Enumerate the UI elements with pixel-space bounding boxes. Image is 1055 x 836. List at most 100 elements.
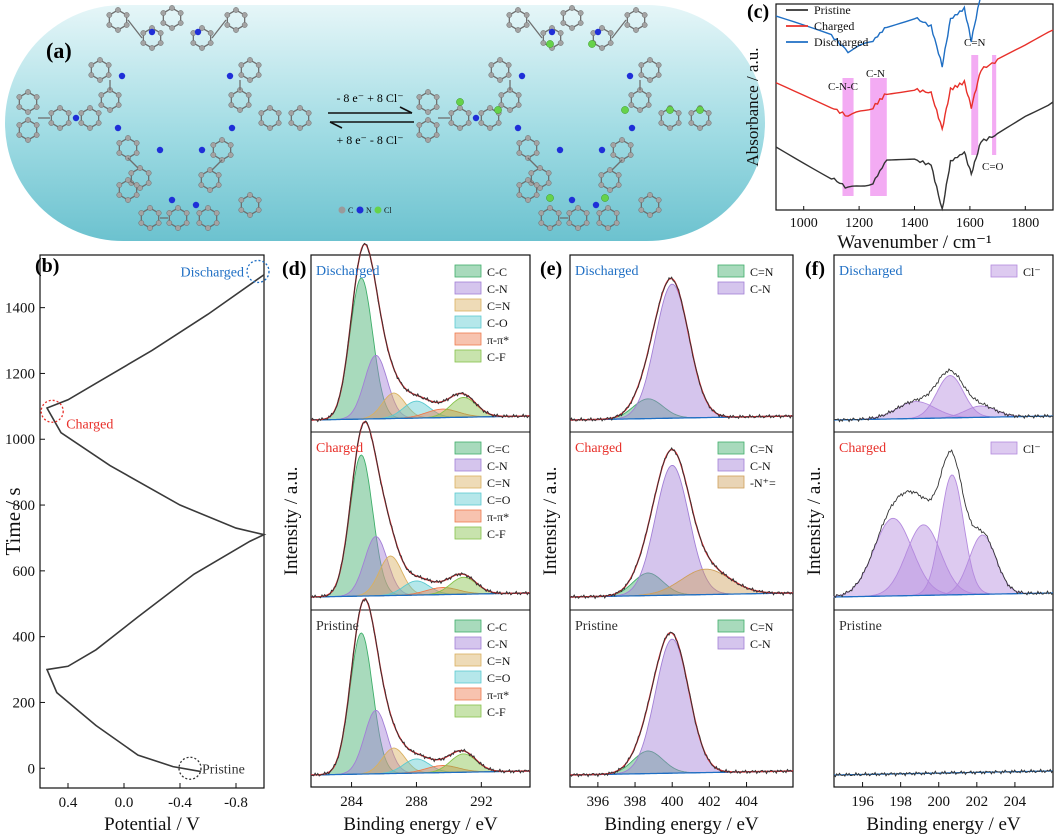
ring-4-carbon-3 [560,10,567,16]
ring-10-carbon-0 [433,132,440,138]
legend-swatch [454,670,482,684]
ring-1-carbon-3 [140,30,147,36]
ring-2-carbon-4 [599,25,605,31]
ring-4-carbon-3 [160,10,167,16]
y-tick-label: 1200 [5,366,35,382]
legend-swatch [990,264,1018,278]
legend-label: π-π* [487,688,509,702]
ring-0-carbon-1 [515,27,521,33]
ring-18-carbon-3 [566,210,573,216]
ring-7-carbon-5 [255,62,262,68]
x-tick-label: 288 [405,794,428,810]
raw-spectrum [833,768,1054,778]
subpanel-label-pristine: Pristine [316,619,359,634]
nitrogen-atom-9 [556,146,564,154]
nitrogen-atom-5 [168,196,176,204]
legend-label: C-N [750,637,771,651]
x-tick-label: 396 [587,794,610,810]
ring-17-carbon-3 [116,182,123,188]
ring-2-carbon-1 [199,45,205,51]
ring-9-carbon-0 [433,104,440,110]
pristine-marker [178,756,202,780]
x-tick-label: 1000 [790,216,818,231]
ring-13-carbon-2 [516,150,523,156]
legend-swatch [454,281,482,295]
nitrogen-atom-10 [198,146,206,154]
legend-label: C-O [487,316,508,330]
ring-15-carbon-4 [619,137,625,143]
ring-16-carbon-2 [598,182,605,188]
panel-e-plot-frame [569,254,794,788]
ring-3-carbon-5 [241,12,248,18]
ring-18-carbon-2 [566,220,573,226]
x-tick-label: 0.0 [115,795,134,811]
legend-label-pristine: Pristine [814,3,851,17]
legend-label: C-C [487,265,507,279]
legend-swatch [454,492,482,506]
ring-16-carbon-1 [207,187,213,193]
legend-label: C-C [487,620,507,634]
x-tick-label: 204 [1004,794,1027,810]
ring-23-carbon-2 [638,207,645,213]
ring-2-carbon-0 [607,40,614,46]
discharged-marker [246,259,270,284]
ring-2-carbon-5 [607,30,614,36]
ring-0-carbon-5 [523,12,530,18]
ring-0-carbon-5 [123,12,130,18]
bond-1 [611,19,627,39]
ring-20-carbon-2 [538,220,545,226]
ring-15-carbon-4 [219,137,225,143]
ring-20-carbon-0 [155,220,162,226]
legend-swatch [454,332,482,346]
nitrogen-atom-0 [548,28,556,36]
gcd-curve [45,274,267,773]
ring-5-carbon-2 [88,72,95,78]
ring-23-carbon-0 [255,207,262,213]
ring-3-carbon-4 [233,7,239,13]
legend-swatch [454,315,482,329]
bond-0 [127,19,143,39]
ring-12-carbon-2 [478,120,485,126]
ring-3-carbon-0 [641,22,648,28]
legend-label: Cl⁻ [1023,265,1041,279]
ring-14-carbon-4 [137,165,143,171]
ring-19-carbon-4 [605,205,611,211]
ring-11-carbon-5 [465,110,472,116]
ring-1-carbon-0 [157,40,164,46]
ring-23-carbon-5 [255,197,262,203]
ring-5-carbon-5 [505,62,512,68]
legend-swatch [454,509,482,523]
ring-10-carbon-2 [16,132,23,138]
ring-11-carbon-2 [448,120,455,126]
ring-11-carbon-0 [65,120,72,126]
legend-label: C=N [487,476,511,490]
ring-7-carbon-4 [647,57,653,63]
baseline [834,592,1053,598]
ring-3-carbon-2 [624,22,631,28]
ring-2-carbon-1 [599,45,605,51]
forward-arrowhead [399,106,413,114]
nitrogen-atom-5 [568,196,576,204]
ring-6-carbon-3 [98,92,105,98]
ring-13-carbon-0 [533,150,540,156]
legend-label: C-F [487,705,506,719]
legend-label-charged: Charged [814,19,854,33]
ring-19-carbon-4 [205,205,211,211]
ring-22-carbon-4 [297,105,303,111]
raw-spectrum [310,242,531,423]
ring-23-carbon-1 [647,212,653,218]
ring-18-carbon-0 [183,220,190,226]
ring-7-carbon-5 [655,62,662,68]
ring-19-carbon-2 [196,220,203,226]
ring-9-carbon-5 [433,94,440,100]
xps-c1s-panel: (d) Discharged C-C C-N C=N C-O π-π* C-F Charged… [281,242,531,835]
ring-12-carbon-2 [78,120,85,126]
ring-23-carbon-0 [655,207,662,213]
ring-10-carbon-2 [416,132,423,138]
legend-swatch [454,526,482,540]
ring-15-carbon-2 [210,152,217,158]
nitrogen-atom-3 [514,124,522,132]
legend-swatch [454,636,482,650]
panel-f-plot-frame [833,254,1054,788]
legend-swatch [717,636,745,650]
